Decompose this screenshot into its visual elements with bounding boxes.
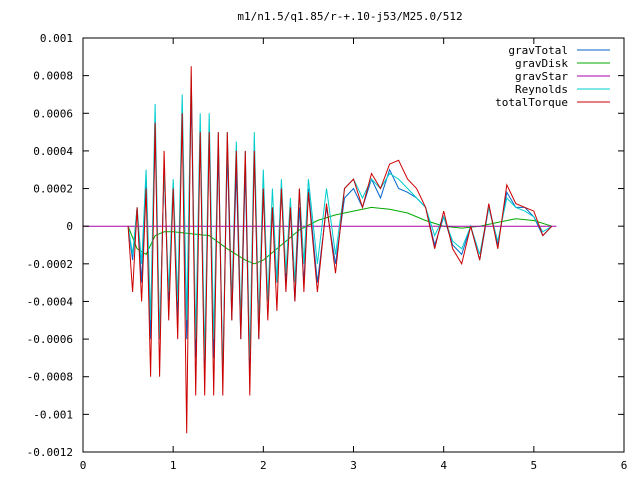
- y-tick-label: -0.0004: [27, 295, 74, 308]
- x-tick-label: 0: [80, 459, 87, 472]
- legend-label: gravTotal: [508, 44, 568, 57]
- y-tick-label: -0.001: [33, 408, 73, 421]
- x-tick-label: 3: [350, 459, 357, 472]
- series-layer: [83, 66, 557, 434]
- y-tick-label: -0.0012: [27, 446, 73, 459]
- x-tick-label: 4: [440, 459, 447, 472]
- chart-title: m1/n1.5/q1.85/r-+.10-j53/M25.0/512: [237, 10, 462, 23]
- x-tick-label: 6: [621, 459, 628, 472]
- legend-label: gravStar: [515, 70, 568, 83]
- y-tick-label: 0.0004: [33, 145, 73, 158]
- y-tick-label: -0.0008: [27, 371, 73, 384]
- y-tick-label: 0: [66, 220, 73, 233]
- legend-label: totalTorque: [495, 96, 568, 109]
- series-line-totalTorque: [127, 66, 553, 434]
- y-tick-label: 0.001: [40, 32, 73, 45]
- x-tick-label: 1: [170, 459, 177, 472]
- series-line-Reynolds: [127, 75, 553, 377]
- x-tick-label: 2: [260, 459, 267, 472]
- y-tick-label: -0.0002: [27, 258, 73, 271]
- legend: gravTotalgravDiskgravStarReynoldstotalTo…: [495, 44, 610, 109]
- legend-label: Reynolds: [515, 83, 568, 96]
- y-tick-label: 0.0002: [33, 183, 73, 196]
- y-tick-label: 0.0006: [33, 107, 73, 120]
- y-tick-label: 0.0008: [33, 70, 73, 83]
- legend-label: gravDisk: [515, 57, 568, 70]
- ticks-layer: 0 1 2 3 4 5 6 0.001 0.0008 0.0006 0.0004 0.0002 0 -0.…: [27, 32, 628, 472]
- x-tick-label: 5: [531, 459, 538, 472]
- y-tick-label: -0.0006: [27, 333, 73, 346]
- series-line-gravDisk: [127, 206, 553, 265]
